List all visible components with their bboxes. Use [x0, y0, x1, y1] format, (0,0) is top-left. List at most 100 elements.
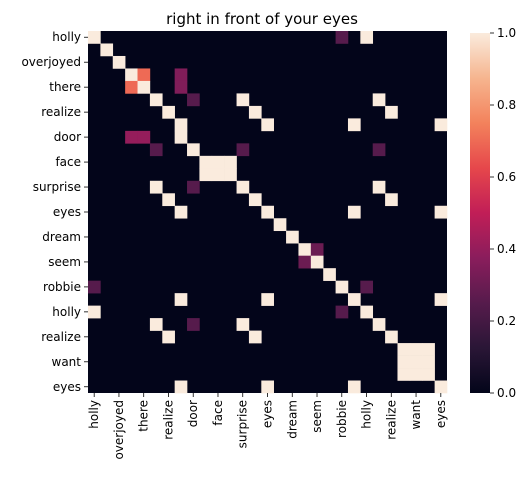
colorbar-tick-label: 0.6 [497, 170, 516, 184]
y-tick-label: eyes [53, 380, 81, 394]
heatmap-cell [88, 280, 101, 294]
heatmap-cell [335, 31, 349, 44]
x-tick-label: realize [161, 400, 175, 440]
x-tick-label: face [211, 400, 225, 426]
heatmap-cell [323, 268, 336, 281]
heatmap-cell [310, 255, 324, 269]
y-axis: holly overjoyed there realize door face surpri… [21, 30, 88, 394]
colorbar-tick-label: 1.0 [497, 26, 516, 40]
heatmap-cell [434, 118, 448, 132]
heatmap-cell [372, 180, 386, 194]
heatmap-cell [88, 305, 101, 319]
heatmap-cell [434, 205, 448, 219]
heatmap-cell [385, 105, 398, 119]
heatmap-cell [199, 168, 213, 182]
heatmap-cell [248, 330, 262, 344]
heatmap-cell [162, 330, 175, 344]
heatmap-cell [360, 280, 374, 294]
heatmap-cell [298, 255, 312, 269]
y-tick-label: holly [52, 305, 81, 319]
heatmap-cell [248, 193, 262, 207]
x-tick-label: seem [310, 400, 324, 433]
colorbar-tick-label: 0.4 [497, 242, 516, 256]
heatmap-cell [335, 305, 349, 319]
heatmap-cell [286, 230, 299, 244]
heatmap-cell [162, 105, 175, 119]
heatmap-cell [409, 355, 423, 369]
heatmap-cell [409, 343, 423, 356]
heatmap-cell [174, 68, 188, 82]
heatmap-cell [273, 218, 287, 232]
heatmap-cells [88, 31, 448, 394]
heatmap-cell [236, 180, 250, 194]
heatmap-cell [397, 368, 411, 381]
colorbar-tick-label: 0.0 [497, 386, 516, 400]
heatmap-cell [211, 168, 225, 182]
x-tick-label: realize [384, 400, 398, 440]
heatmap-cell [224, 155, 237, 169]
heatmap-cell [385, 330, 398, 344]
heatmap-cell [261, 118, 274, 132]
x-tick-label: want [409, 400, 423, 430]
heatmap-cell [409, 368, 423, 381]
x-tick-label: surprise [236, 400, 250, 448]
heatmap-cell [174, 380, 188, 394]
heatmap-cell [261, 293, 274, 306]
heatmap-cell [248, 105, 262, 119]
heatmap-cell [397, 355, 411, 369]
heatmap-cell [236, 318, 250, 331]
heatmap-cell [347, 380, 361, 394]
heatmap-cell [187, 93, 200, 107]
heatmap-cell [310, 243, 324, 256]
y-tick-label: face [55, 155, 81, 169]
y-tick-label: there [49, 80, 81, 94]
heatmap-cell [187, 180, 200, 194]
heatmap-cell [261, 205, 274, 219]
heatmap-cell [224, 168, 237, 182]
heatmap-cell [347, 118, 361, 132]
heatmap-cell [125, 68, 138, 82]
colorbar-tick-label: 0.2 [497, 314, 516, 328]
heatmap-cell [125, 80, 138, 94]
heatmap-cell [174, 205, 188, 219]
x-tick-label: dream [285, 400, 299, 439]
heatmap-cell [211, 155, 225, 169]
heatmap-cell [422, 343, 435, 356]
heatmap-cell [187, 318, 200, 331]
heatmap-cell [372, 93, 386, 107]
heatmap-cell [100, 43, 114, 57]
heatmap-cell [261, 380, 274, 394]
x-tick-label: holly [360, 400, 374, 429]
heatmap-cell [88, 31, 101, 44]
heatmap-cell [434, 380, 448, 394]
heatmap-cell [347, 293, 361, 306]
heatmap-cell [298, 243, 312, 256]
y-tick-label: eyes [53, 205, 81, 219]
heatmap-cell [360, 305, 374, 319]
heatmap-cell [149, 318, 163, 331]
heatmap-cell [434, 293, 448, 306]
colorbar [470, 33, 490, 393]
heatmap-cell [112, 55, 126, 69]
heatmap-cell [174, 130, 188, 144]
heatmap-cell [162, 193, 175, 207]
y-tick-label: overjoyed [21, 55, 81, 69]
heatmap-cell [149, 143, 163, 157]
colorbar-ticks: 0.0 0.2 0.4 0.6 0.8 1.0 [490, 26, 516, 400]
heatmap-cell [347, 205, 361, 219]
y-tick-label: holly [52, 30, 81, 44]
heatmap-cell [372, 143, 386, 157]
x-tick-label: door [186, 400, 200, 427]
heatmap-cell [149, 93, 163, 107]
heatmap-cell [174, 118, 188, 132]
y-tick-label: seem [48, 255, 81, 269]
heatmap-cell [137, 68, 151, 82]
x-axis: holly overjoyed there realize door face surpri… [87, 393, 448, 460]
heatmap-cell [236, 143, 250, 157]
y-tick-label: door [54, 130, 81, 144]
y-tick-label: surprise [33, 180, 81, 194]
heatmap-cell [422, 355, 435, 369]
heatmap-cell [385, 193, 398, 207]
heatmap-cell [174, 293, 188, 306]
